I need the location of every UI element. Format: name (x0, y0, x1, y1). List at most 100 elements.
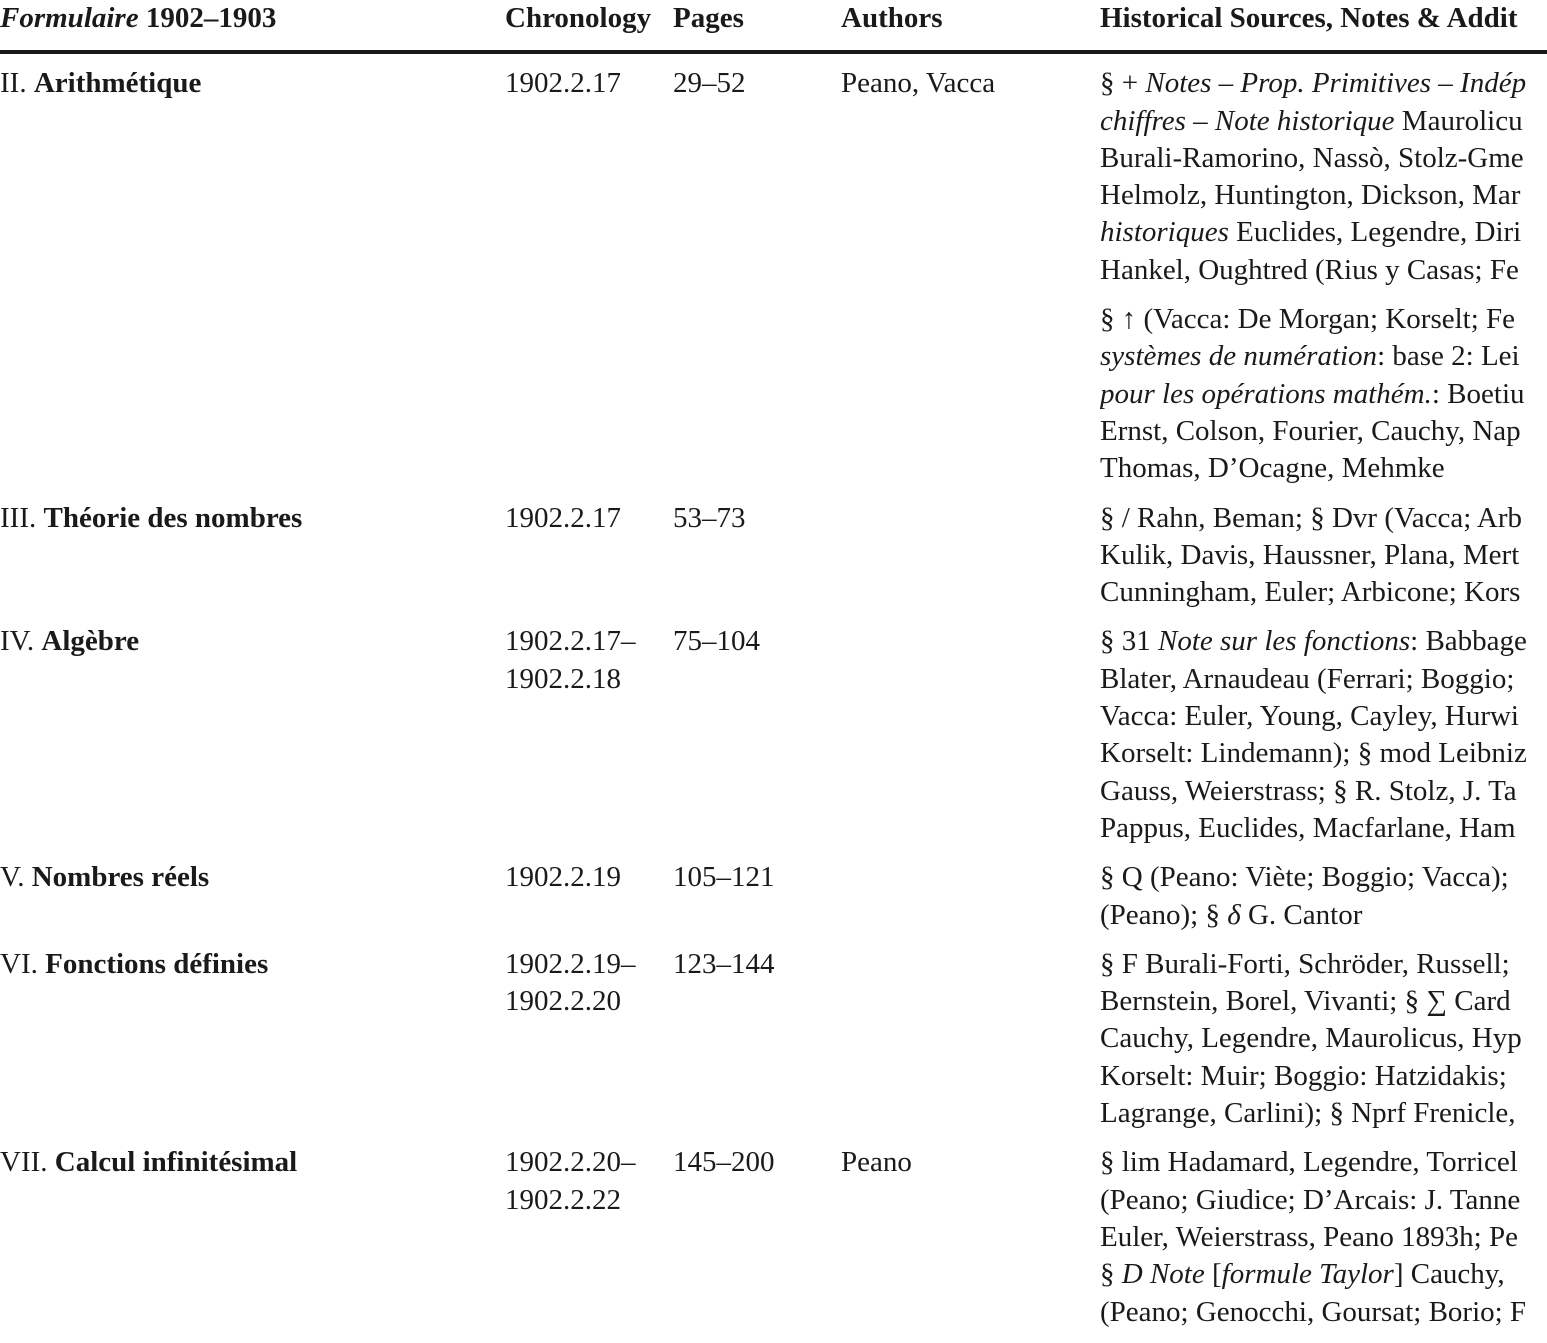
text-run: Cunningham, Euler; Arbicone; Kors (1100, 576, 1521, 609)
date: 1902.2.20– (505, 1146, 636, 1179)
text-run: Fonctions définies (45, 947, 269, 980)
date: 1902.2.19– (505, 947, 636, 980)
chapter-title: VII. Calcul infinitésimal (0, 1144, 505, 1342)
notes-line: § lim Hadamard, Legendre, Torricel (1100, 1144, 1547, 1181)
text-run: Hankel, Oughtred (Rius y Casas; Fe (1100, 253, 1519, 286)
chapter-title: V. Nombres réels (0, 859, 505, 946)
text-run: § / Rahn, Beman; § Dvr (Vacca; Arb (1100, 501, 1523, 534)
text-run: Note (1149, 1258, 1205, 1291)
column-header: Pages (673, 0, 841, 55)
notes-line: Ernst, Colson, Fourier, Cauchy, Nap (1100, 413, 1547, 450)
chronology: 1902.2.17 (505, 52, 673, 499)
text-run: Nombres réels (31, 861, 210, 894)
text-run: Korselt: Lindemann); § mod Leibniz (1100, 737, 1527, 770)
text-run: (Peano; Genocchi, Goursat; Borio; F (1100, 1295, 1527, 1328)
text-run: § ↑ (Vacca: De Morgan; Korselt; Fe (1100, 303, 1516, 336)
authors (841, 623, 1100, 859)
text-run: ] Cauchy, (1393, 1258, 1505, 1291)
notes-paragraph: § 31 Note sur les fonctions: Babbage Blat… (1100, 623, 1547, 847)
text-run: pour les opérations mathém. (1100, 377, 1432, 410)
text-run: chiffres – Note historique (1100, 104, 1395, 137)
text-run: Euclides, Legendre, Diri (1228, 216, 1522, 249)
pages: 123–144 (673, 947, 775, 980)
notes-paragraph: § + Notes – Prop. Primitives – Indép chif… (1100, 65, 1547, 289)
text-run: δ (1227, 898, 1241, 931)
notes-line: Burali-Ramorino, Nassò, Stolz-Gme (1100, 140, 1547, 177)
text-run: III. (0, 501, 44, 534)
notes-line: (Peano); § δ G. Cantor (1100, 897, 1547, 934)
notes-line: Cauchy, Legendre, Maurolicus, Hyp (1100, 1020, 1547, 1057)
chronology: 1902.2.19 (505, 859, 673, 946)
text-run: (Peano; Giudice; D’Arcais: J. Tanne (1100, 1183, 1521, 1216)
text-run: VI. (0, 947, 46, 980)
text-run: (Peano); § (1100, 898, 1228, 931)
text-run: Vacca: Euler, Young, Cayley, Hurwi (1100, 700, 1519, 733)
notes-line: Hankel, Oughtred (Rius y Casas; Fe (1100, 252, 1547, 289)
column-header: Chronology (505, 0, 673, 55)
notes-line: § Q (Peano: Viète; Boggio; Vacca); (1100, 859, 1547, 896)
text-run: Kulik, Davis, Haussner, Plana, Mert (1100, 538, 1520, 571)
notes-line: Thomas, D’Ocagne, Mehmke (1100, 450, 1547, 487)
date: 1902.2.22 (505, 1183, 621, 1216)
text-run: VII. (0, 1146, 55, 1179)
table-row: VI. Fonctions définies 1902.2.19– 1902.2.2… (0, 946, 1547, 1144)
date: 1902.2.17– (505, 625, 636, 658)
notes: § lim Hadamard, Legendre, Torricel (Peano… (1100, 1144, 1547, 1342)
text-run: Korselt: Muir; Boggio: Hatzidakis; (1100, 1059, 1507, 1092)
notes-line: Vacca: Euler, Young, Cayley, Hurwi (1100, 698, 1547, 735)
date: 1902.2.19 (505, 861, 621, 894)
column-header: Historical Sources, Notes & Addit (1100, 0, 1547, 55)
notes-line: Korselt: Lindemann); § mod Leibniz (1100, 735, 1547, 772)
text-run: 1902–1903 (138, 2, 277, 34)
notes-line: § 31 Note sur les fonctions: Babbage (1100, 623, 1547, 660)
notes-line: Helmolz, Huntington, Dickson, Mar (1100, 177, 1547, 214)
notes: § + Notes – Prop. Primitives – Indép chif… (1100, 52, 1547, 499)
text-run: [ (1204, 1258, 1222, 1291)
authors (841, 859, 1100, 946)
text-run: Thomas, D’Ocagne, Mehmke (1100, 452, 1445, 485)
notes-line: Lagrange, Carlini); § Nprf Frenicle, (1100, 1095, 1547, 1132)
notes-line: chiffres – Note historique Maurolicu (1100, 103, 1547, 140)
date: 1902.2.17 (505, 501, 621, 534)
chapter-title: IV. Algèbre (0, 623, 505, 859)
table-row: II. Arithmétique 1902.2.17 29–52 Peano, Vac… (0, 52, 1547, 499)
text-run: Arithmétique (33, 67, 202, 100)
text-run: § (1100, 1258, 1122, 1291)
chapter-title: II. Arithmétique (0, 52, 505, 499)
chronology: 1902.2.20– 1902.2.22 (505, 1144, 673, 1342)
text-run: § Q (Peano: Viète; Boggio; Vacca); (1100, 861, 1509, 894)
notes: § Q (Peano: Viète; Boggio; Vacca); (Pean… (1100, 859, 1547, 946)
text-run: systèmes de numération (1100, 340, 1378, 373)
text-run: : Boetiu (1431, 377, 1525, 410)
authors: Peano, Vacca (841, 67, 996, 100)
date: 1902.2.20 (505, 985, 621, 1018)
text-run: Pappus, Euclides, Macfarlane, Ham (1100, 811, 1516, 844)
text-run: IV. (0, 625, 42, 658)
text-run: Blater, Arnaudeau (Ferrari; Boggio; (1100, 662, 1515, 695)
notes-line: § D Note [formule Taylor] Cauchy, (1100, 1256, 1547, 1293)
table-row: III. Théorie des nombres 1902.2.17 53–73 § … (0, 500, 1547, 624)
notes-paragraph: § Q (Peano: Viète; Boggio; Vacca); (Pean… (1100, 859, 1547, 934)
text-run: Ernst, Colson, Fourier, Cauchy, Nap (1100, 414, 1521, 447)
notes-line: (Peano; Giudice; D’Arcais: J. Tanne (1100, 1182, 1547, 1219)
pages: 53–73 (673, 501, 746, 534)
chronology: 1902.2.17 (505, 500, 673, 624)
notes-line: Gauss, Weierstrass; § R. Stolz, J. Ta (1100, 773, 1547, 810)
text-run: : base 2: Lei (1377, 340, 1520, 373)
text-run: II. (0, 67, 34, 100)
notes: § F Burali-Forti, Schröder, Russell; Ber… (1100, 946, 1547, 1144)
column-header: Formulaire 1902–1903 (0, 0, 505, 55)
notes-line: § + Notes – Prop. Primitives – Indép (1100, 65, 1547, 102)
notes-line: systèmes de numération: base 2: Lei (1100, 338, 1547, 375)
text-run: Euler, Weierstrass, Peano 1893h; Pe (1100, 1220, 1518, 1253)
pages: 29–52 (673, 67, 746, 100)
notes-line: § F Burali-Forti, Schröder, Russell; (1100, 946, 1547, 983)
text-run: G. Cantor (1240, 898, 1363, 931)
notes-line: Pappus, Euclides, Macfarlane, Ham (1100, 810, 1547, 847)
date: 1902.2.18 (505, 662, 621, 695)
notes: § / Rahn, Beman; § Dvr (Vacca; Arb Kulik,… (1100, 500, 1547, 624)
notes-line: § ↑ (Vacca: De Morgan; Korselt; Fe (1100, 301, 1547, 338)
text-run: Gauss, Weierstrass; § R. Stolz, J. Ta (1100, 774, 1517, 807)
notes-line: Kulik, Davis, Haussner, Plana, Mert (1100, 537, 1547, 574)
